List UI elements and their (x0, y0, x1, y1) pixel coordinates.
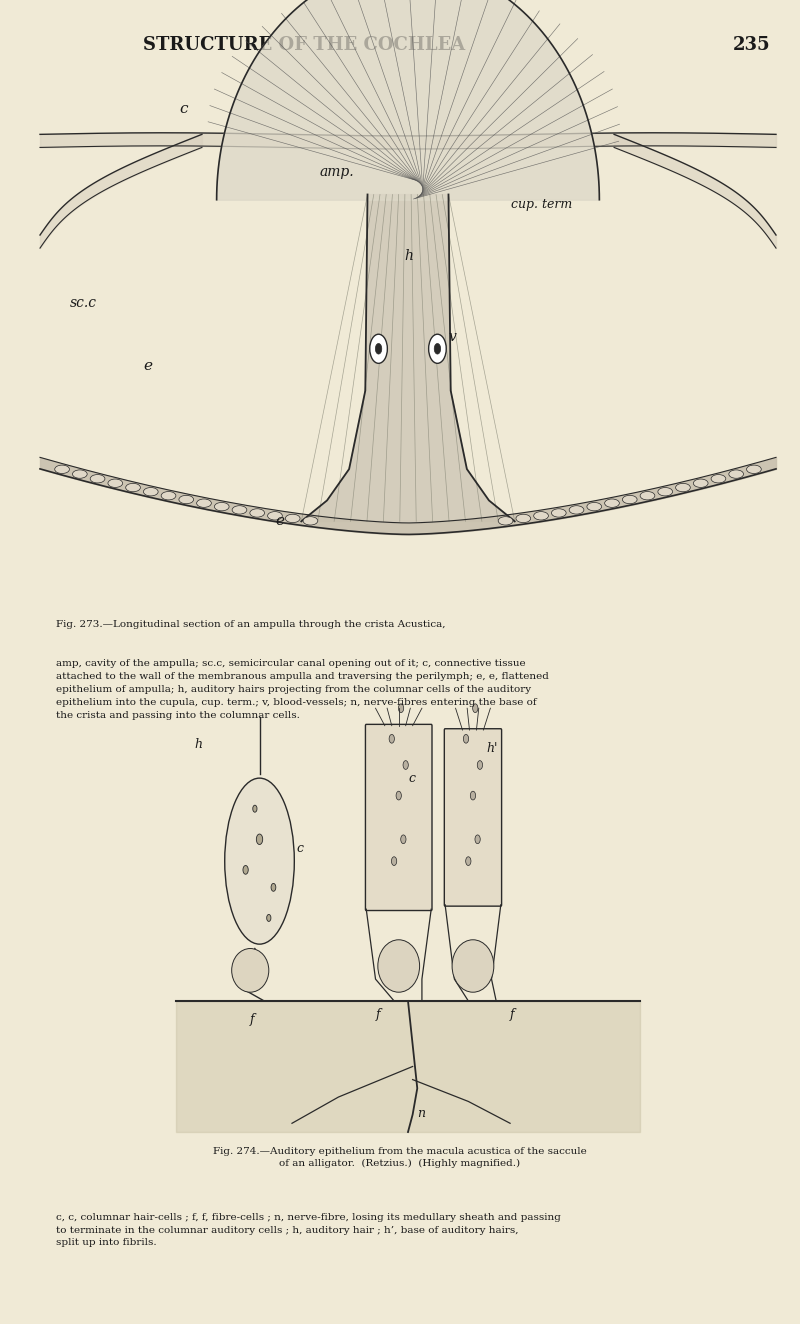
Circle shape (243, 866, 248, 874)
Circle shape (475, 835, 480, 843)
Circle shape (434, 343, 441, 354)
Ellipse shape (303, 516, 318, 526)
Ellipse shape (729, 470, 743, 478)
Circle shape (253, 805, 257, 812)
Ellipse shape (161, 491, 176, 500)
Text: e: e (275, 514, 285, 528)
Ellipse shape (534, 511, 549, 520)
Ellipse shape (676, 483, 690, 491)
Text: c: c (180, 102, 188, 117)
Circle shape (403, 761, 408, 769)
Circle shape (271, 883, 276, 891)
Ellipse shape (225, 779, 294, 944)
Circle shape (391, 857, 397, 866)
Polygon shape (217, 0, 599, 200)
Circle shape (429, 334, 446, 363)
Text: f: f (510, 1009, 514, 1021)
Text: c: c (408, 772, 415, 785)
Text: f: f (250, 1013, 255, 1026)
Text: Fig. 274.—Auditory epithelium from the macula acustica of the saccule
of an alli: Fig. 274.—Auditory epithelium from the m… (213, 1147, 587, 1168)
Circle shape (375, 343, 382, 354)
Text: e: e (143, 359, 152, 372)
Text: h: h (404, 249, 413, 263)
Ellipse shape (90, 474, 105, 483)
Ellipse shape (551, 508, 566, 518)
Ellipse shape (658, 487, 673, 496)
Circle shape (473, 704, 478, 712)
Text: amp.: amp. (320, 166, 354, 179)
Text: f: f (375, 1009, 380, 1021)
Circle shape (266, 915, 271, 922)
Ellipse shape (587, 502, 602, 511)
Circle shape (256, 834, 262, 845)
Ellipse shape (711, 474, 726, 483)
Text: c, c, columnar hair-cells ; f, f, fibre-cells ; n, nerve-fibre, losing its medul: c, c, columnar hair-cells ; f, f, fibre-… (56, 1213, 561, 1247)
Ellipse shape (378, 940, 420, 992)
Text: Fig. 273.—Longitudinal section of an ampulla through the crista Acustica,: Fig. 273.—Longitudinal section of an amp… (56, 620, 446, 629)
Text: cup. term: cup. term (511, 197, 572, 211)
Ellipse shape (498, 516, 513, 526)
Ellipse shape (569, 506, 584, 514)
Text: sc.c: sc.c (70, 297, 97, 310)
Ellipse shape (54, 465, 70, 474)
Ellipse shape (746, 465, 762, 474)
Ellipse shape (622, 495, 637, 503)
Text: amp, cavity of the ampulla; sc.c, semicircular canal opening out of it; c, conne: amp, cavity of the ampulla; sc.c, semici… (56, 659, 549, 720)
Ellipse shape (232, 948, 269, 992)
Circle shape (401, 835, 406, 843)
Ellipse shape (267, 511, 282, 520)
FancyBboxPatch shape (444, 728, 502, 906)
Text: v: v (449, 330, 456, 344)
Ellipse shape (286, 514, 300, 523)
Ellipse shape (640, 491, 655, 500)
Polygon shape (302, 195, 514, 522)
Ellipse shape (694, 479, 708, 487)
Text: h: h (194, 737, 202, 751)
Ellipse shape (108, 479, 122, 487)
Ellipse shape (126, 483, 140, 491)
Circle shape (470, 792, 475, 800)
Circle shape (389, 735, 394, 743)
Ellipse shape (232, 506, 247, 514)
Ellipse shape (73, 470, 87, 478)
Ellipse shape (516, 514, 530, 523)
Ellipse shape (250, 508, 265, 518)
Ellipse shape (605, 499, 619, 507)
Ellipse shape (179, 495, 194, 503)
Text: h': h' (487, 741, 498, 755)
Text: STRUCTURE OF THE COCHLEA: STRUCTURE OF THE COCHLEA (143, 36, 465, 54)
Text: 235: 235 (733, 36, 771, 54)
Ellipse shape (143, 487, 158, 496)
Circle shape (463, 735, 469, 743)
Circle shape (478, 761, 482, 769)
Ellipse shape (452, 940, 494, 992)
Ellipse shape (197, 499, 211, 507)
Text: n: n (418, 1107, 426, 1120)
Text: c: c (297, 842, 304, 855)
Ellipse shape (214, 502, 229, 511)
Circle shape (466, 857, 471, 866)
Circle shape (396, 792, 402, 800)
Circle shape (370, 334, 387, 363)
Circle shape (398, 704, 404, 712)
FancyBboxPatch shape (366, 724, 432, 911)
